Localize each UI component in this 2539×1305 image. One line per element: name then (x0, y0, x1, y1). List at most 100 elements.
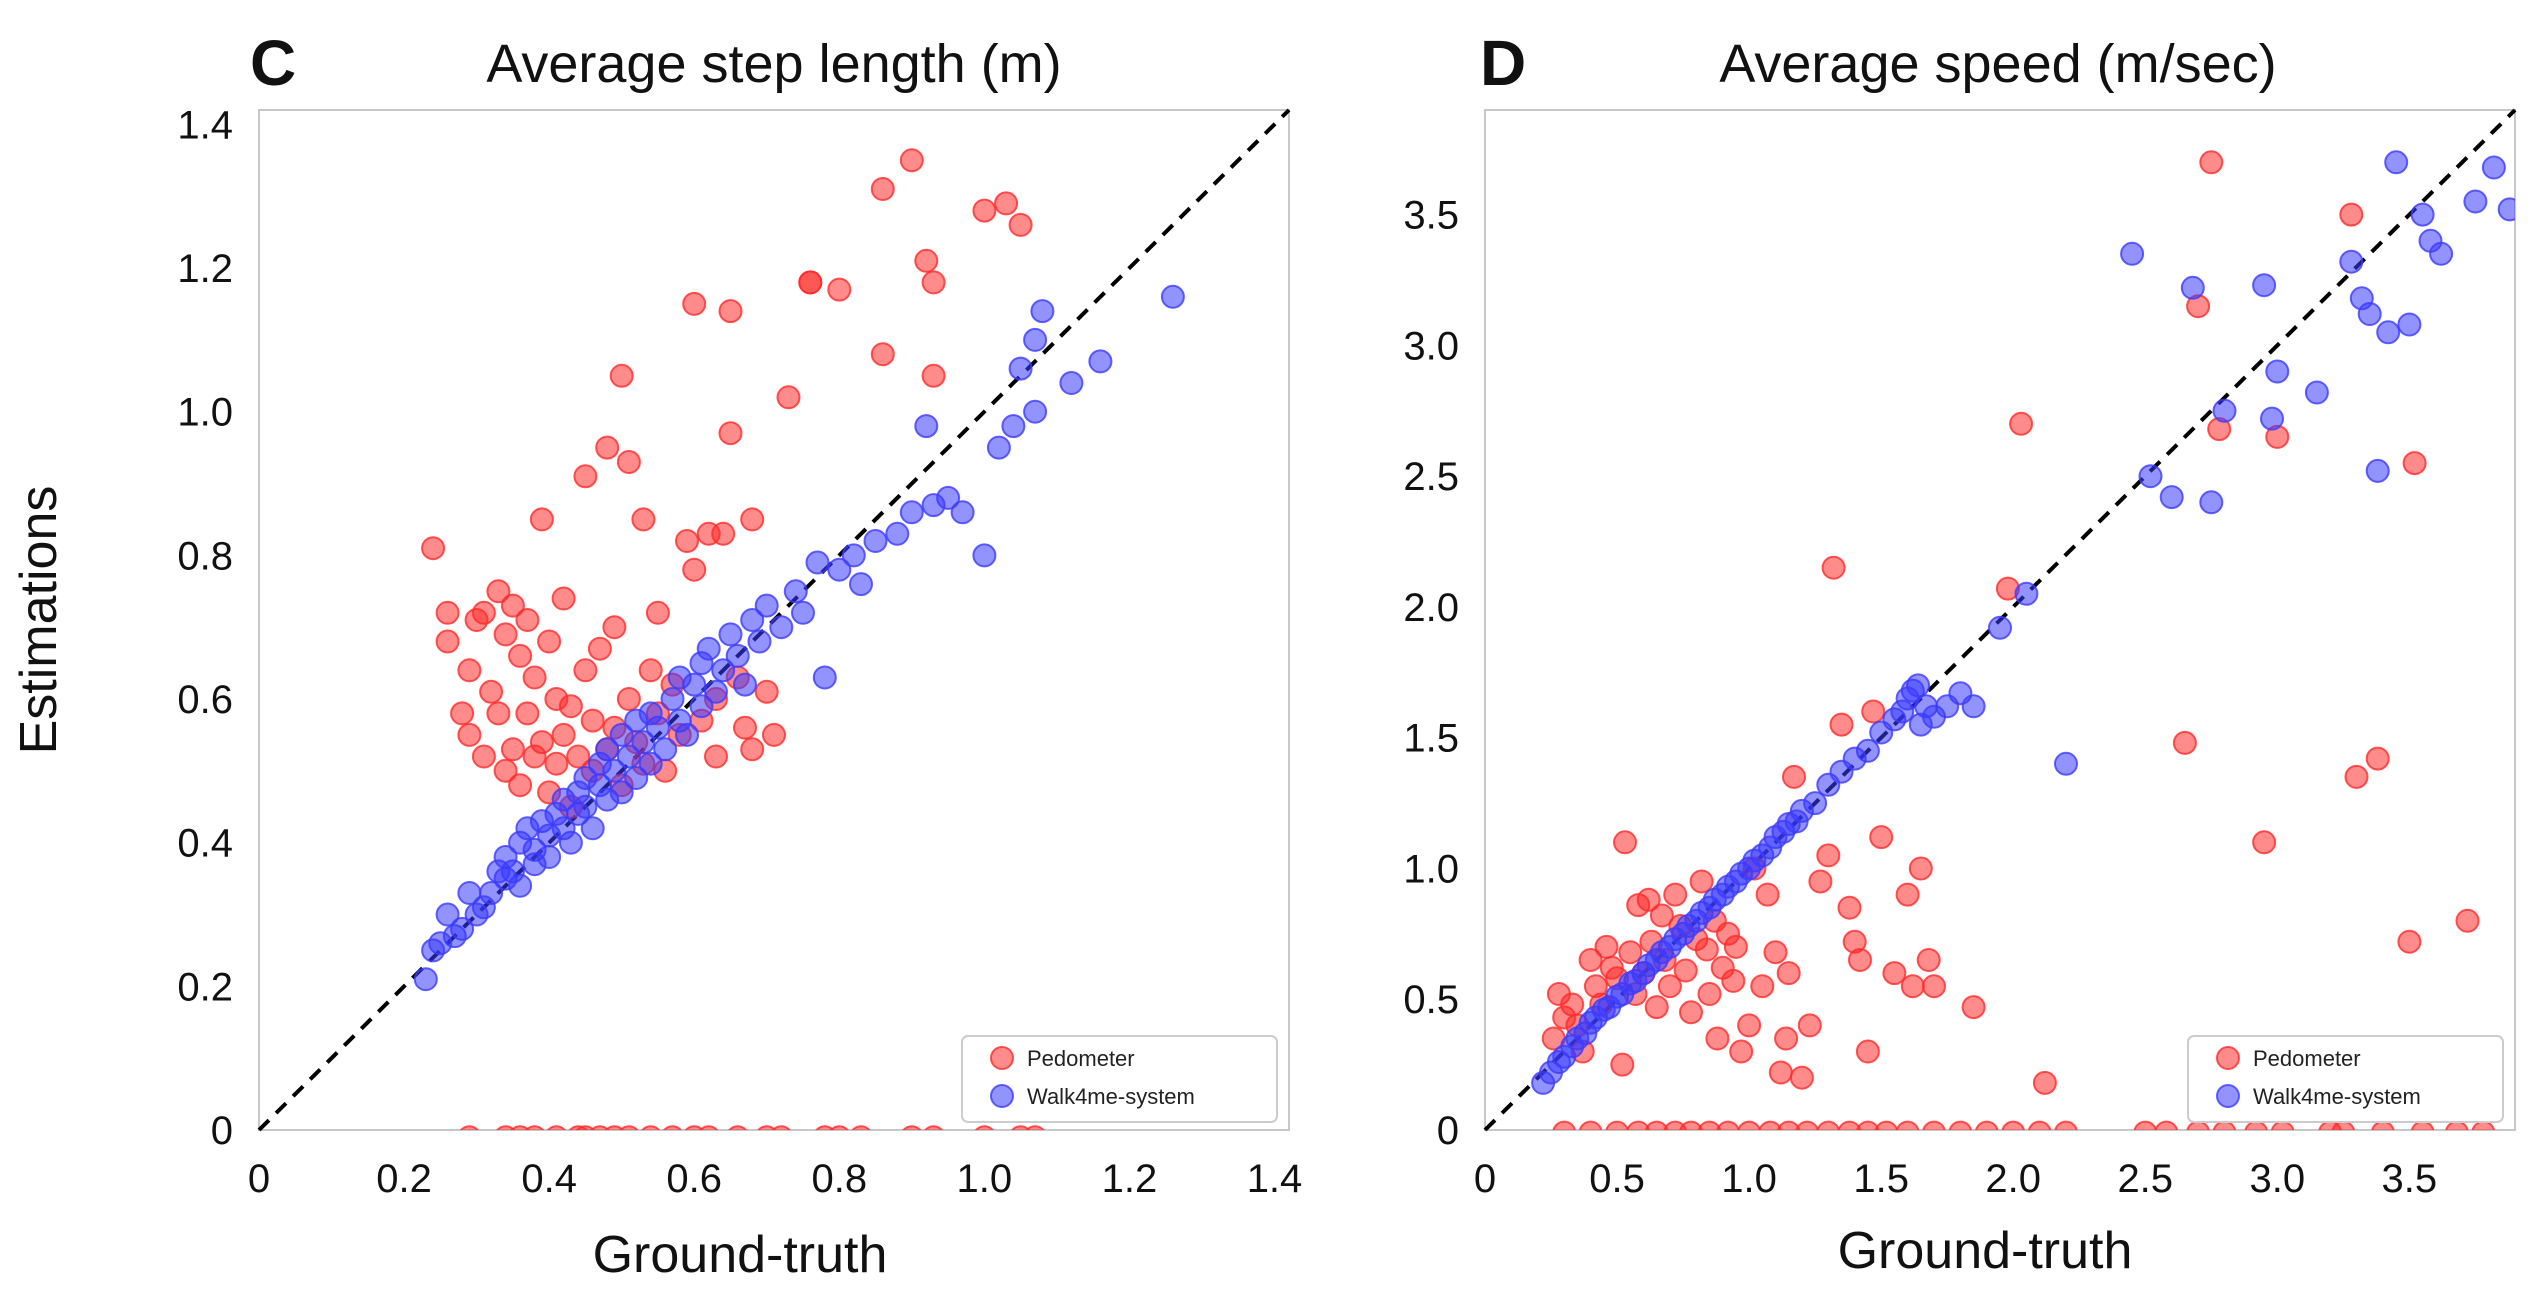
data-point-pedometer (1679, 1000, 1703, 1025)
data-point-pedometer (682, 557, 707, 582)
panel-d-ytick-label: 3.5 (1403, 194, 1459, 238)
data-point-pedometer (616, 450, 641, 474)
data-point-pedometer (435, 600, 460, 625)
data-point-walk4me-system (631, 730, 656, 755)
data-point-walk4me-system (1855, 738, 1880, 763)
data-point-pedometer (479, 679, 504, 704)
panel-d-marks (1531, 150, 2515, 1130)
data-point-pedometer (2471, 1120, 2496, 1130)
panel-d-xtick-label: 1.5 (1853, 1157, 1909, 1201)
data-point-walk4me-system (450, 916, 475, 941)
data-point-pedometer (2054, 1120, 2078, 1130)
data-point-pedometer (619, 1125, 639, 1130)
data-point-pedometer (2027, 1120, 2052, 1130)
data-point-pedometer (2445, 1120, 2469, 1130)
data-point-pedometer (1663, 882, 1688, 907)
data-point-pedometer (529, 730, 554, 755)
data-point-pedometer (471, 600, 496, 625)
panel-d-xtick-label: 1.0 (1721, 1157, 1777, 1201)
data-point-walk4me-system (2199, 490, 2224, 515)
panel-d-xtick-label: 2.5 (2117, 1157, 2173, 1201)
data-point-pedometer (1552, 1120, 1576, 1130)
data-point-walk4me-system (2159, 485, 2184, 510)
data-point-walk4me-system (2384, 150, 2409, 175)
data-point-walk4me-system (1023, 399, 1048, 424)
data-point-pedometer (1776, 1120, 1801, 1130)
data-point-pedometer (2154, 1120, 2179, 1130)
data-point-walk4me-system (638, 751, 663, 776)
panel-d-ytick-label: 0 (1437, 1109, 1459, 1153)
data-point-pedometer (1782, 764, 1806, 789)
data-point-walk4me-system (537, 845, 562, 869)
data-point-pedometer (1705, 1026, 1730, 1051)
data-point-pedometer (1776, 961, 1801, 986)
data-point-walk4me-system (675, 722, 699, 747)
data-point-pedometer (1758, 1120, 1782, 1130)
panel-c-xtick-label: 1.2 (1102, 1157, 1158, 1201)
data-point-pedometer (459, 1125, 479, 1130)
data-point-walk4me-system (899, 500, 924, 525)
data-point-pedometer (1816, 1120, 1841, 1130)
data-point-pedometer (525, 1125, 545, 1130)
data-point-pedometer (1560, 992, 1585, 1017)
panel-c-legend-label-pedometer: Pedometer (1027, 1046, 1135, 1071)
data-point-walk4me-system (849, 572, 873, 597)
data-point-pedometer (1626, 1120, 1650, 1130)
data-point-pedometer (1673, 958, 1698, 983)
data-point-walk4me-system (413, 967, 438, 992)
data-point-pedometer (2339, 202, 2364, 227)
data-point-pedometer (914, 248, 939, 273)
data-point-pedometer (682, 291, 707, 316)
data-point-walk4me-system (827, 557, 852, 582)
data-point-pedometer (754, 679, 779, 704)
data-point-walk4me-system (2014, 581, 2039, 606)
data-point-pedometer (2344, 764, 2369, 789)
data-point-walk4me-system (696, 636, 721, 661)
data-point-pedometer (1721, 968, 1746, 993)
panel-c-ytick-label: 0.6 (177, 678, 233, 722)
data-point-pedometer (575, 1125, 595, 1130)
data-point-pedometer (1729, 1039, 1754, 1064)
data-point-pedometer (1789, 1065, 1814, 1090)
data-point-pedometer (2455, 908, 2480, 933)
data-point-pedometer (2410, 1120, 2435, 1130)
data-point-pedometer (2199, 150, 2224, 175)
data-point-pedometer (2244, 1120, 2268, 1130)
data-point-pedometer (757, 1125, 777, 1130)
data-point-pedometer (493, 622, 518, 647)
data-point-pedometer (675, 529, 699, 553)
panel-c-ytick-label: 0.4 (177, 822, 233, 866)
data-point-walk4me-system (2497, 197, 2515, 222)
data-point-pedometer (1861, 699, 1886, 724)
panel-c-xtick-label: 0 (248, 1157, 270, 1201)
panel-d-letter: D (1480, 27, 1526, 99)
data-point-pedometer (1908, 856, 1933, 881)
data-point-pedometer (641, 1125, 661, 1130)
panel-c-legend-label-walk4me: Walk4me-system (1027, 1084, 1195, 1109)
panel-d-xtick-label: 3.5 (2382, 1157, 2438, 1201)
data-point-walk4me-system (2120, 241, 2145, 266)
panel-d-ytick-label: 2.0 (1403, 586, 1459, 630)
data-point-pedometer (1869, 825, 1894, 850)
data-point-walk4me-system (841, 543, 866, 568)
data-point-walk4me-system (812, 665, 837, 690)
panel-d-legend-marker-walk4me (2216, 1084, 2240, 1108)
data-point-walk4me-system (624, 766, 649, 790)
data-point-pedometer (798, 270, 823, 295)
data-point-pedometer (1697, 982, 1722, 1006)
panel-d-legend-label-pedometer: Pedometer (2253, 1046, 2361, 1071)
data-point-walk4me-system (747, 629, 772, 654)
data-point-pedometer (551, 586, 576, 611)
data-point-walk4me-system (1008, 356, 1033, 381)
data-point-pedometer (2365, 746, 2390, 771)
data-point-pedometer (1808, 869, 1833, 894)
data-point-pedometer (733, 715, 757, 740)
panel-d-ytick-label: 1.0 (1403, 847, 1459, 891)
data-point-pedometer (522, 665, 547, 690)
data-point-pedometer (573, 464, 598, 489)
data-point-walk4me-system (1906, 673, 1931, 698)
data-point-walk4me-system (689, 694, 714, 719)
data-point-pedometer (921, 363, 946, 388)
panel-d-yticks: 0 0.5 1.0 1.5 2.0 2.5 3.0 3.5 (1403, 194, 1459, 1153)
